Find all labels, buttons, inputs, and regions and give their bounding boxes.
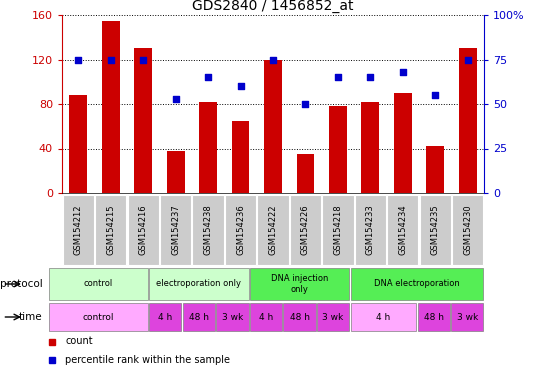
Bar [192,195,224,265]
Bar [257,195,288,265]
Bar [420,195,451,265]
Point [107,56,115,63]
Point [269,56,277,63]
Bar [459,48,477,193]
Text: time: time [19,312,43,322]
Text: control: control [84,280,113,288]
Text: protocol: protocol [0,279,43,289]
Text: 3 wk: 3 wk [222,313,243,321]
Bar [69,95,87,193]
Bar [451,303,483,331]
Bar [418,303,450,331]
Text: GSM154216: GSM154216 [139,205,147,255]
Bar [167,151,184,193]
Text: control: control [83,313,114,321]
Text: count: count [65,336,93,346]
Bar [150,303,182,331]
Bar [49,268,148,300]
Text: 3 wk: 3 wk [457,313,478,321]
Text: DNA electroporation: DNA electroporation [374,280,460,288]
Bar [63,195,94,265]
Text: DNA injection
only: DNA injection only [271,274,328,294]
Bar [426,146,444,193]
Text: 48 h: 48 h [189,313,209,321]
Bar [250,303,282,331]
Bar [134,48,152,193]
Text: GSM154212: GSM154212 [74,205,83,255]
Text: GSM154215: GSM154215 [106,205,115,255]
Text: 4 h: 4 h [376,313,391,321]
Point [464,56,472,63]
Text: 4 h: 4 h [259,313,273,321]
Text: percentile rank within the sample: percentile rank within the sample [65,355,230,365]
Point [172,96,180,102]
Bar [95,195,126,265]
Text: 48 h: 48 h [289,313,309,321]
Text: GSM154235: GSM154235 [431,205,440,255]
Point [139,56,147,63]
Point [366,74,375,80]
Text: GSM154234: GSM154234 [398,205,407,255]
Text: GSM154237: GSM154237 [171,205,180,255]
Point [431,92,440,98]
Bar [322,195,354,265]
Bar [128,195,159,265]
Text: GSM154226: GSM154226 [301,205,310,255]
Text: GSM154222: GSM154222 [269,205,278,255]
Text: GSM154233: GSM154233 [366,205,375,255]
Point [74,56,83,63]
Bar [225,195,256,265]
Point [301,101,310,107]
Bar [250,268,349,300]
Bar [199,102,217,193]
Text: GSM154238: GSM154238 [204,205,213,255]
Bar [329,106,347,193]
Bar [394,93,412,193]
Text: electroporation only: electroporation only [157,280,241,288]
Bar [102,21,120,193]
Point [204,74,212,80]
Bar [232,121,249,193]
Bar [150,268,249,300]
Text: 4 h: 4 h [158,313,173,321]
Bar [351,303,416,331]
Point [236,83,245,89]
Bar [264,60,282,193]
Text: GSM154218: GSM154218 [333,205,343,255]
Bar [217,303,249,331]
Bar [284,303,316,331]
Bar [49,303,148,331]
Point [399,69,407,75]
Point [333,74,342,80]
Bar [290,195,321,265]
Bar [388,195,419,265]
Title: GDS2840 / 1456852_at: GDS2840 / 1456852_at [192,0,354,13]
Text: GSM154236: GSM154236 [236,205,245,255]
Bar [183,303,215,331]
Bar [351,268,483,300]
Bar [452,195,483,265]
Bar [355,195,386,265]
Text: 3 wk: 3 wk [323,313,344,321]
Bar [296,154,315,193]
Text: GSM154230: GSM154230 [463,205,472,255]
Bar [160,195,191,265]
Bar [361,102,379,193]
Text: 48 h: 48 h [423,313,444,321]
Bar [317,303,349,331]
